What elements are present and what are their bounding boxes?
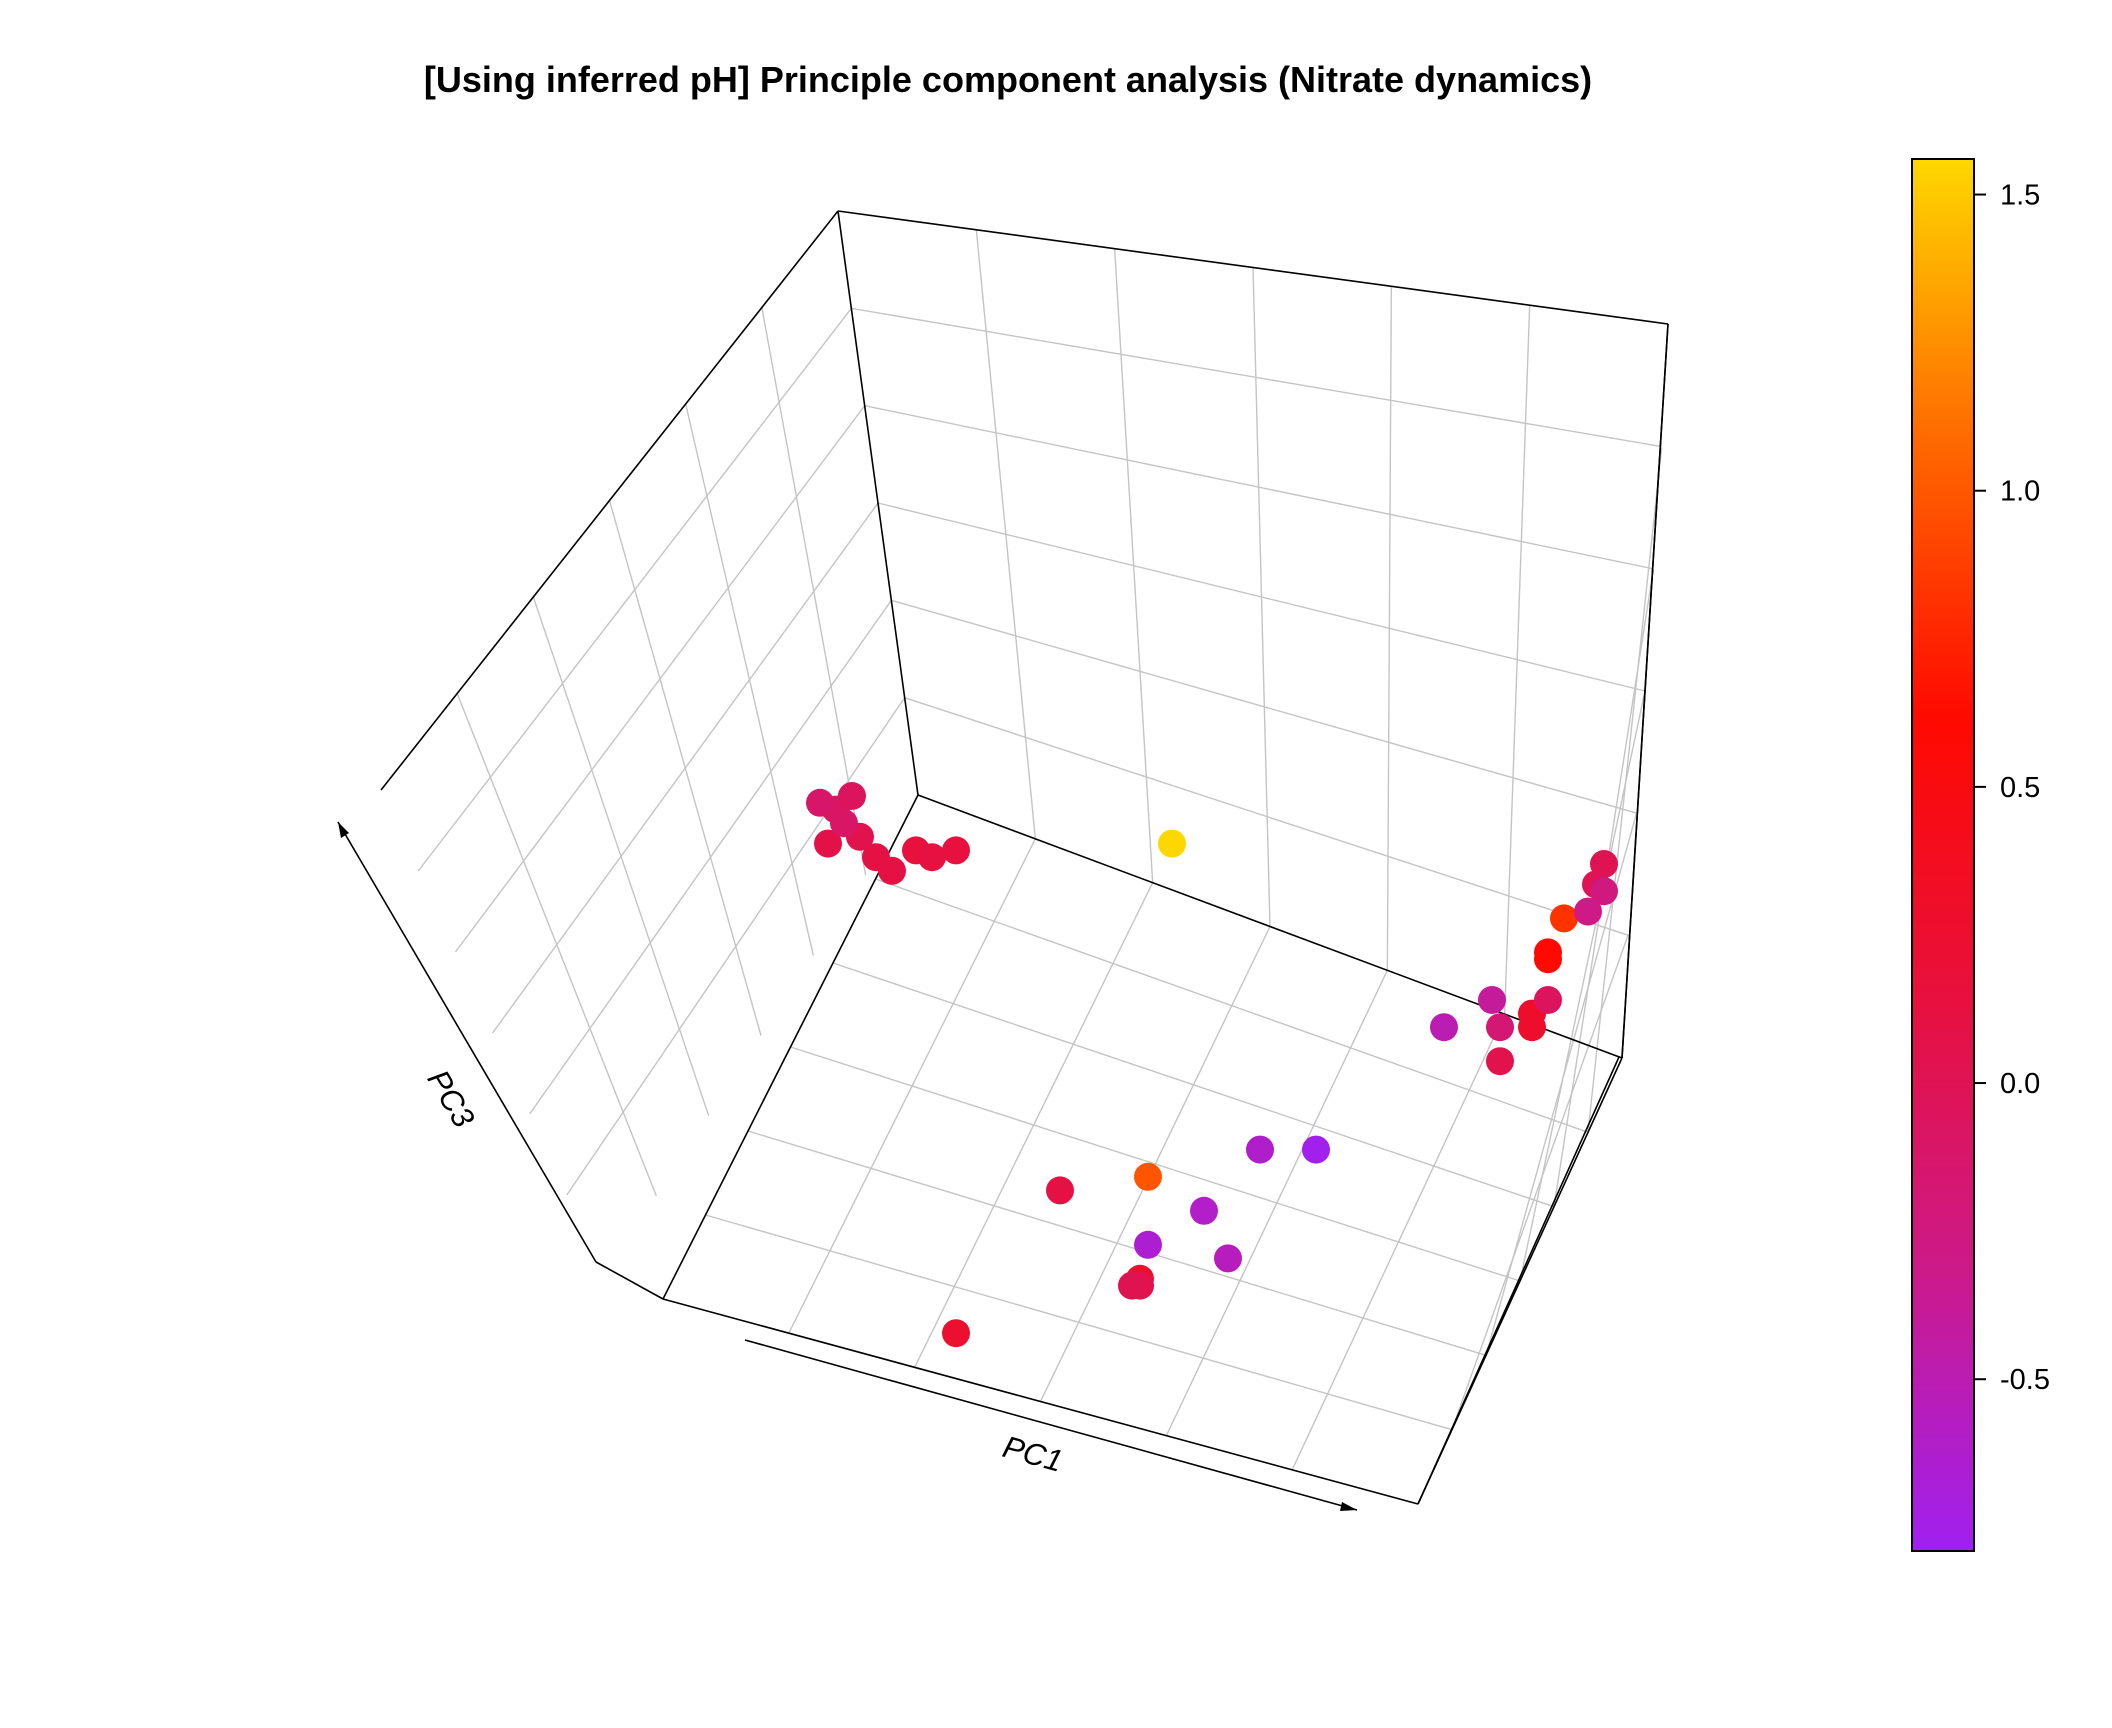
back-wall-grid-line [864, 404, 1653, 570]
data-point [1534, 986, 1562, 1014]
data-point [1302, 1135, 1330, 1164]
color-legend-tick-label: 0.5 [2000, 772, 2040, 804]
floor-grid-line [1291, 1013, 1506, 1471]
back-wall-grid-line [1503, 305, 1531, 1015]
color-legend: 1.5 1.0 0.5 0.0 -0.5 [1911, 158, 2050, 1552]
floor-grid-line [832, 962, 1555, 1208]
grid-lines [417, 229, 1663, 1471]
data-point [1134, 1162, 1162, 1191]
data-point [1158, 829, 1186, 858]
data-point [1046, 1176, 1074, 1205]
data-point [830, 809, 858, 838]
back-wall-grid-line [877, 502, 1646, 692]
data-point [1190, 1196, 1218, 1225]
chart-title: [Using inferred pH] Principle component … [424, 59, 1592, 100]
pc3-axis-arrowhead [338, 822, 349, 838]
data-point [1574, 897, 1602, 926]
pc1-axis-label: PC1 [999, 1429, 1066, 1479]
data-point [1518, 1013, 1546, 1042]
pc3-axis-line [337, 821, 597, 1263]
data-point [1118, 1271, 1146, 1300]
data-point [942, 836, 970, 865]
pc1-axis-line [744, 1339, 1358, 1511]
right-wall-grid-line [1451, 934, 1629, 1430]
left-wall-grid-line [454, 405, 866, 953]
box-edge [662, 1298, 1419, 1505]
data-point [838, 782, 866, 810]
data-point [806, 788, 834, 817]
box-edge [837, 210, 1669, 325]
left-wall-grid-line [417, 307, 852, 872]
data-point [1550, 904, 1578, 933]
pc3-axis: PC3 [337, 821, 597, 1263]
data-point [918, 843, 946, 872]
box-edge [837, 210, 919, 796]
box-edge [380, 210, 839, 791]
data-point [1430, 1013, 1458, 1042]
data-points [806, 782, 1618, 1348]
box-edge [1417, 1056, 1620, 1505]
color-legend-tick-label: -0.5 [2000, 1364, 2050, 1396]
data-point [942, 1319, 970, 1348]
color-legend-tick-label: 1.0 [2000, 476, 2040, 508]
color-legend-tick-label: 1.5 [2000, 180, 2040, 212]
color-legend-ticks: 1.5 1.0 0.5 0.0 -0.5 [1974, 180, 2050, 1396]
data-point [814, 829, 842, 858]
data-point [1590, 877, 1618, 906]
color-legend-tick-label: 0.0 [2000, 1068, 2040, 1100]
plot-box [380, 210, 1669, 1505]
right-wall-grid-line [1519, 690, 1646, 1282]
right-wall-grid-line [1587, 447, 1663, 1133]
data-point [1214, 1244, 1242, 1273]
data-point [1534, 945, 1562, 974]
color-legend-bar [1911, 158, 1975, 1552]
data-point [1486, 1013, 1514, 1042]
data-point [1246, 1135, 1274, 1164]
data-point [1134, 1230, 1162, 1259]
data-point [1478, 986, 1506, 1014]
box-edge [662, 794, 919, 1300]
data-point [1486, 1047, 1514, 1076]
left-wall-grid-line [491, 502, 879, 1034]
pc1-axis-arrowhead [1340, 1502, 1357, 1511]
pc3-axis-label: PC3 [420, 1064, 481, 1134]
box-edge [1621, 323, 1669, 1059]
data-point [878, 856, 906, 885]
pc1-axis: PC1 [744, 1339, 1358, 1511]
box-edge [595, 1261, 664, 1300]
floor-grid-line [875, 878, 1589, 1133]
back-wall-grid-line [851, 307, 1661, 448]
